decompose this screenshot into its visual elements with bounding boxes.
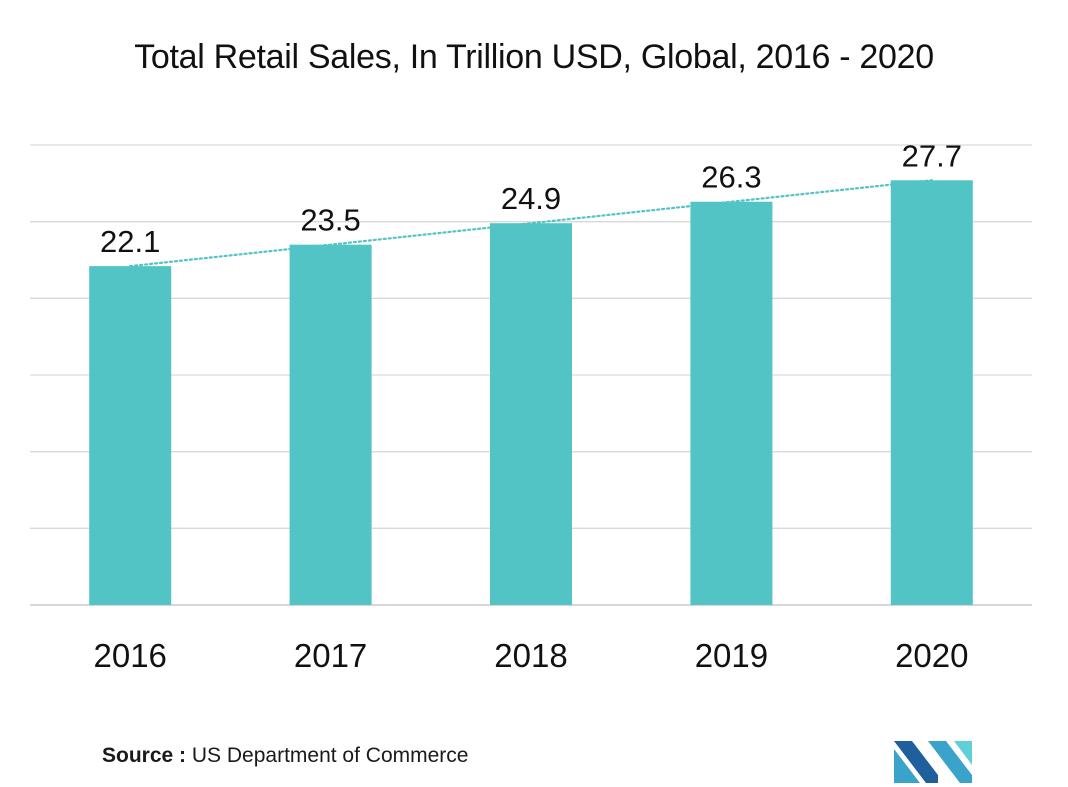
bar-chart: 22.1 23.5 24.9 26.3 27.7 2016 2017 2018 2019 202…	[30, 138, 1032, 674]
data-label-2017: 23.5	[300, 203, 360, 238]
trendline-line	[129, 179, 933, 268]
x-tick-label-2016: 2016	[93, 637, 166, 674]
data-label-2019: 26.3	[701, 160, 761, 195]
source-note: Source : US Department of Commerce	[102, 744, 468, 768]
source-text: US Department of Commerce	[186, 744, 469, 767]
data-label-2018: 24.9	[501, 181, 561, 216]
x-tick-label-2020: 2020	[895, 637, 968, 674]
x-tick-labels: 2016 2017 2018 2019 2020	[93, 637, 968, 674]
trendline	[129, 179, 933, 268]
bars	[89, 180, 973, 605]
bar-2016	[89, 266, 172, 605]
bar-2019	[690, 201, 773, 605]
x-tick-label-2018: 2018	[494, 637, 567, 674]
chart-title: Total Retail Sales, In Trillion USD, Glo…	[134, 38, 934, 76]
x-tick-label-2019: 2019	[695, 637, 768, 674]
bar-2018	[490, 223, 572, 605]
data-label-2016: 22.1	[100, 224, 160, 259]
bar-2020	[890, 180, 973, 605]
data-labels: 22.1 23.5 24.9 26.3 27.7	[100, 138, 962, 259]
mordor-intelligence-logo-icon	[894, 741, 972, 783]
bar-2017	[289, 244, 372, 605]
x-tick-label-2017: 2017	[294, 637, 367, 674]
data-label-2020: 27.7	[902, 138, 962, 173]
source-label: Source :	[102, 744, 187, 767]
